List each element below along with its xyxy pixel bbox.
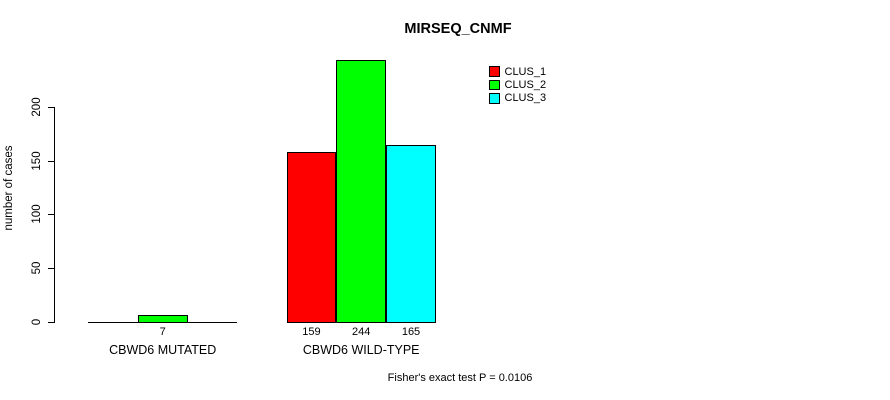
annotation-text: Fisher's exact test P = 0.0106 [387,372,533,384]
y-tick-label: 100 [31,204,43,224]
bar-clus_3 [187,322,238,323]
chart-title: MIRSEQ_CNMF [404,21,512,37]
y-tick [48,268,54,270]
bar-clus_1 [286,151,337,323]
y-tick-label: 50 [31,261,43,275]
legend-label: CLUS_1 [504,65,547,78]
legend-swatch-icon [489,66,500,77]
y-tick [48,214,54,216]
bar-clus_1 [88,322,138,323]
category-label: CBWD6 WILD-TYPE [302,343,420,357]
y-tick-label: 0 [31,318,43,326]
legend-row: CLUS_1 [489,65,546,78]
legend-swatch-icon [489,93,500,104]
bar-clus_3 [386,145,436,323]
bar-value-label: 159 [302,326,321,338]
legend: CLUS_1 CLUS_2 CLUS_3 [489,65,546,105]
bar-value-label: 7 [159,326,166,338]
bar-value-label: 244 [352,326,371,338]
legend-row: CLUS_2 [489,78,546,91]
y-tick [48,160,54,162]
y-tick-label: 200 [31,97,43,117]
y-axis-line [54,107,55,323]
y-tick [48,322,54,323]
bar-clus_2 [137,315,188,323]
y-axis-label: number of cases [3,145,15,231]
legend-row: CLUS_3 [489,92,546,105]
legend-label: CLUS_2 [504,79,547,92]
category-label: CBWD6 MUTATED [109,343,217,357]
legend-label: CLUS_3 [504,92,547,105]
bar-clus_2 [336,60,387,323]
y-tick-label: 150 [31,151,43,171]
legend-swatch-icon [489,79,500,91]
bar-value-label: 165 [401,326,421,338]
y-tick [48,106,54,108]
